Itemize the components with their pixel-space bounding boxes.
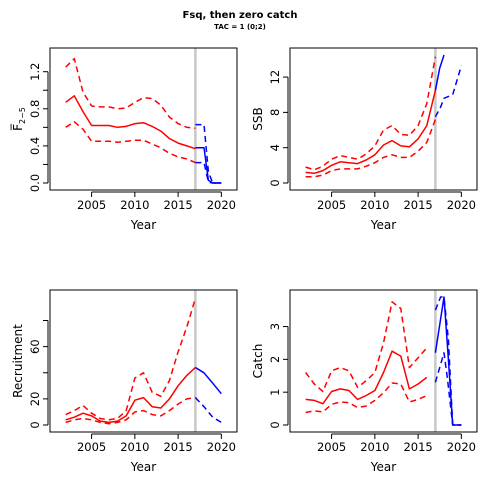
ssb-historic-interval-line-2	[305, 119, 437, 178]
ssb-historic-interval-line-1	[305, 56, 437, 171]
catch-plot-frame	[289, 289, 478, 433]
recruitment-plot-frame	[49, 289, 238, 433]
fbar-y-tick-label: 1.2	[28, 63, 42, 81]
ssb-historic-estimate-line-0	[305, 90, 437, 175]
catch-y-tick-label: 1	[268, 389, 282, 396]
catch-projection-interval-line-4	[434, 296, 462, 426]
fbar-x-axis: 2005 2010 2015 2020 Year	[77, 191, 236, 232]
fbar-y-axis-subscript: 2−5	[18, 107, 27, 124]
catch-y-tick-label: 0	[268, 421, 282, 428]
recruitment-projection-estimate-line-3	[195, 366, 222, 395]
recruitment-x-tick-label: 2015	[163, 440, 192, 454]
catch-x-axis: 2005 2010 2015 2020 Year	[317, 433, 476, 474]
fbar-x-tick-label: 2015	[163, 198, 192, 212]
fbar-projection-interval-line-5	[195, 161, 222, 184]
fbar-y-axis: 0.0 0.4 0.8 1.2 F̅2−5	[10, 63, 49, 192]
figure-title: Fsq, then zero catch	[182, 10, 298, 21]
catch-y-axis-title: Catch	[251, 344, 265, 379]
panel-fbar: 2005 2010 2015 2020 Year 0.0 0.4 0.8 1.2 F̅2−5	[10, 47, 238, 232]
ssb-y-tick-label: 4	[268, 144, 282, 151]
catch-x-tick-label: 2010	[360, 440, 389, 454]
ssb-y-axis: 0 4 8 12 SSB	[251, 70, 289, 187]
fbar-series-group	[65, 57, 222, 184]
ssb-y-tick-label: 8	[268, 109, 282, 116]
recruitment-x-tick-label: 2010	[120, 440, 149, 454]
catch-historic-interval-line-2	[305, 382, 428, 414]
catch-y-axis: 0 1 2 3 Catch	[251, 323, 289, 429]
panel-catch: 2005 2010 2015 2020 Year 0 1 2 3 Catch	[251, 289, 478, 474]
catch-y-tick-label: 2	[268, 356, 282, 363]
catch-x-tick-label: 2005	[317, 440, 346, 454]
ssb-projection-interval-line-4	[434, 65, 463, 118]
fbar-x-tick-label: 2010	[120, 198, 149, 212]
ssb-x-axis-title: Year	[370, 218, 396, 232]
catch-series-group	[305, 296, 462, 426]
recruitment-projection-interval-line-4	[194, 397, 222, 424]
ssb-y-tick-label: 0	[268, 179, 282, 186]
catch-y-tick-label: 3	[268, 323, 282, 330]
recruitment-y-tick-label: 0	[28, 421, 42, 428]
fbar-historic-interval-line-2	[65, 121, 196, 164]
recruitment-series-group	[65, 298, 222, 425]
recruitment-historic-interval-line-1	[65, 298, 197, 421]
fbar-projection-estimate-line-3	[195, 147, 222, 184]
fbar-projection-interval-line-4	[195, 123, 222, 184]
ssb-y-tick-label: 12	[268, 70, 282, 85]
fbar-y-axis-title: F̅2−5	[10, 107, 27, 131]
panel-ssb: 2005 2010 2015 2020 Year 0 4 8 12 SSB	[251, 47, 478, 232]
fbar-x-axis-title: Year	[130, 218, 156, 232]
ssb-x-tick-label: 2020	[447, 198, 476, 212]
ssb-projection-estimate-line-3	[434, 54, 445, 91]
catch-x-axis-title: Year	[370, 460, 396, 474]
recruitment-y-tick-label: 20	[28, 392, 42, 407]
recruitment-x-tick-label: 2020	[207, 440, 236, 454]
fbar-y-tick-label: 0.4	[28, 137, 42, 155]
ssb-x-tick-label: 2010	[360, 198, 389, 212]
catch-historic-estimate-line-0	[305, 350, 428, 405]
catch-x-tick-label: 2020	[447, 440, 476, 454]
ssb-plot-frame	[289, 47, 478, 191]
fbar-historic-estimate-line-0	[65, 95, 196, 150]
recruitment-y-tick-label: 60	[28, 339, 42, 354]
fbar-plot-frame	[49, 47, 238, 191]
catch-projection-interval-line-5	[434, 352, 462, 426]
fbar-x-tick-label: 2005	[77, 198, 106, 212]
recruitment-x-tick-label: 2005	[77, 440, 106, 454]
recruitment-x-axis: 2005 2010 2015 2020 Year	[77, 433, 236, 474]
ssb-x-tick-label: 2005	[317, 198, 346, 212]
catch-historic-interval-line-1	[305, 301, 428, 393]
fbar-x-tick-label: 2020	[207, 198, 236, 212]
recruitment-x-axis-title: Year	[130, 460, 156, 474]
figure-subtitle: TAC = 1 (0;2)	[214, 23, 266, 31]
fbar-y-tick-label: 0.8	[28, 100, 42, 118]
fbar-y-tick-label: 0.0	[28, 174, 42, 192]
recruitment-historic-estimate-line-0	[65, 366, 196, 424]
catch-x-tick-label: 2015	[403, 440, 432, 454]
ssb-x-axis: 2005 2010 2015 2020 Year	[317, 191, 476, 232]
ssb-y-axis-title: SSB	[251, 107, 265, 130]
catch-projection-estimate-line-3	[434, 296, 462, 426]
fbar-historic-interval-line-1	[65, 57, 196, 130]
recruitment-y-axis-title: Recruitment	[11, 324, 25, 398]
ssb-x-tick-label: 2015	[403, 198, 432, 212]
ssb-series-group	[305, 54, 463, 178]
recruitment-historic-interval-line-2	[65, 396, 196, 425]
